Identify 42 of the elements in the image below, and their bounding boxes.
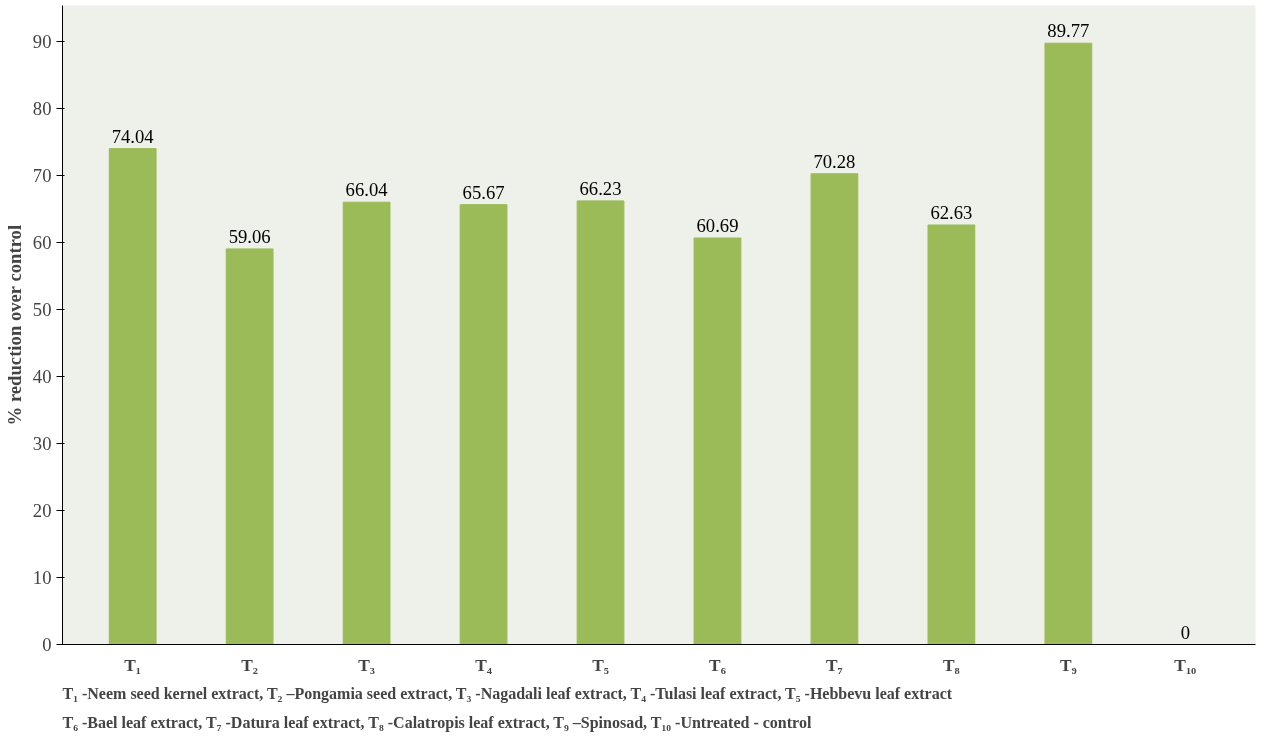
- x-tick-label: T₈: [943, 655, 960, 675]
- bar: [576, 200, 625, 645]
- data-label: 59.06: [228, 225, 271, 247]
- bar: [459, 204, 508, 645]
- x-tick-label: T₃: [358, 655, 375, 675]
- data-label: 74.04: [111, 125, 155, 147]
- x-tick-label: T₁: [124, 655, 142, 675]
- x-tick-label: T₆: [709, 655, 726, 675]
- bar: [693, 237, 742, 645]
- y-tick-label: 20: [32, 500, 52, 522]
- y-tick-label: 10: [32, 567, 52, 589]
- x-tick-label: T₅: [592, 655, 609, 675]
- bar: [810, 173, 859, 645]
- data-label: 65.67: [462, 181, 505, 203]
- y-tick-label: 70: [32, 165, 52, 187]
- bar: [225, 248, 274, 645]
- x-tick-label: T₂: [241, 655, 259, 675]
- bar: [342, 201, 391, 645]
- y-tick-label: 60: [32, 232, 52, 254]
- x-tick-label: T₄: [475, 655, 493, 675]
- y-tick-label: 40: [32, 366, 52, 388]
- bar: [1044, 42, 1093, 645]
- y-axis-title: % reduction over control: [3, 224, 25, 426]
- x-tick-label: T₇: [826, 655, 843, 675]
- y-tick-label: 50: [32, 299, 52, 321]
- data-label: 62.63: [930, 202, 973, 223]
- text: T₁ -Neem seed kernel extract, T₂ –Pongamia seed extract, T₃ -Nagadali leaf extract, T₄ -Tulasi leaf extract, T₅ -Hebbevu leaf extract: [62, 684, 953, 703]
- y-tick-label: 30: [32, 433, 52, 455]
- data-label: 66.23: [579, 177, 622, 199]
- data-label: 89.77: [1047, 20, 1090, 42]
- data-label: 60.69: [696, 214, 739, 236]
- x-tick-label: T₉: [1059, 655, 1077, 675]
- bar: [927, 224, 976, 645]
- y-tick-label: 90: [32, 31, 52, 53]
- x-tick-label: T₁₀: [1174, 655, 1197, 675]
- data-label: 70.28: [813, 150, 856, 172]
- y-tick-label: 0: [42, 634, 52, 655]
- y-tick-label: 80: [32, 98, 52, 120]
- data-label: 66.04: [345, 179, 389, 201]
- data-label: 0: [1180, 621, 1190, 643]
- bar: [108, 148, 157, 645]
- text: T₆ -Bael leaf extract, T₇ -Datura leaf extract, T₈ -Calatropis leaf extract, T₉ –Spinosad, T₁₀ -Untreated - control: [62, 713, 812, 732]
